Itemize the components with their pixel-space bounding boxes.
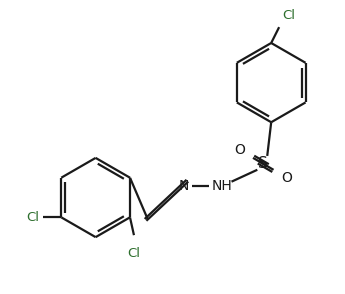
Text: Cl: Cl — [282, 9, 295, 22]
Text: Cl: Cl — [127, 247, 140, 260]
Text: O: O — [234, 143, 245, 157]
Text: NH: NH — [211, 179, 232, 193]
Text: S: S — [258, 156, 268, 171]
Text: Cl: Cl — [27, 211, 39, 224]
Text: O: O — [282, 171, 293, 185]
Text: N: N — [179, 179, 189, 193]
